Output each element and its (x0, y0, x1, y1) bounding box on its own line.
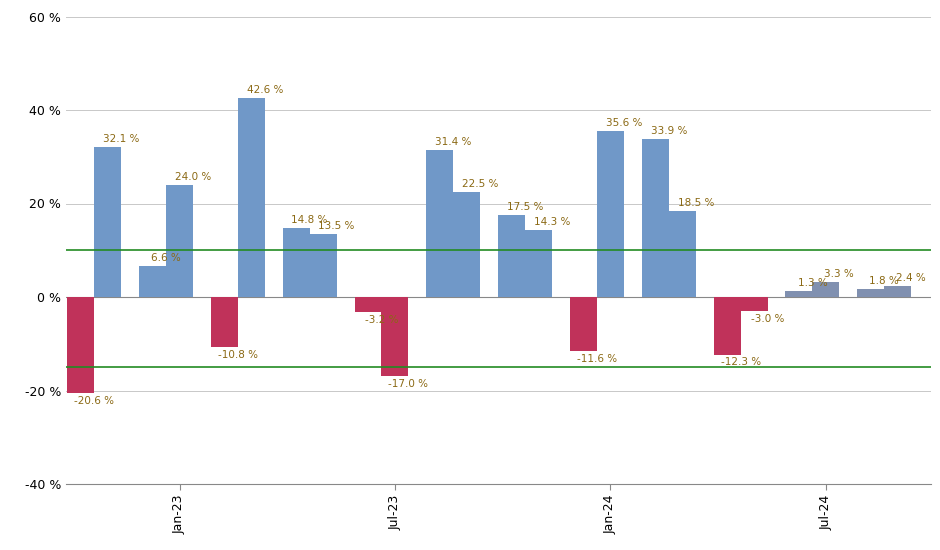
Bar (309, 234, 337, 297)
Text: -11.6 %: -11.6 % (577, 354, 617, 364)
Text: 22.5 %: 22.5 % (462, 179, 498, 189)
Bar (139, 266, 166, 297)
Bar (668, 211, 696, 297)
Text: 1.3 %: 1.3 % (797, 278, 827, 288)
Bar (786, 291, 812, 297)
Text: 18.5 %: 18.5 % (678, 197, 713, 208)
Bar (741, 297, 768, 311)
Bar (354, 297, 382, 312)
Text: -3.2 %: -3.2 % (365, 315, 399, 324)
Text: -10.8 %: -10.8 % (218, 350, 258, 360)
Text: -20.6 %: -20.6 % (74, 396, 115, 406)
Bar (498, 215, 525, 297)
Text: 42.6 %: 42.6 % (246, 85, 283, 95)
Text: 14.3 %: 14.3 % (534, 217, 571, 227)
Text: 2.4 %: 2.4 % (896, 273, 926, 283)
Text: 17.5 %: 17.5 % (507, 202, 543, 212)
Text: 24.0 %: 24.0 % (175, 172, 212, 182)
Bar (812, 282, 839, 297)
Text: -12.3 %: -12.3 % (721, 358, 760, 367)
Bar (885, 286, 911, 297)
Text: 3.3 %: 3.3 % (824, 269, 854, 279)
Text: -17.0 %: -17.0 % (388, 379, 429, 389)
Bar (713, 297, 741, 355)
Bar (94, 147, 121, 297)
Bar (283, 228, 309, 297)
Bar (382, 297, 408, 376)
Bar (857, 289, 885, 297)
Text: 35.6 %: 35.6 % (605, 118, 642, 128)
Text: 14.8 %: 14.8 % (291, 215, 328, 225)
Bar (642, 139, 668, 297)
Text: 1.8 %: 1.8 % (870, 276, 899, 286)
Bar (453, 192, 480, 297)
Text: 31.4 %: 31.4 % (435, 138, 472, 147)
Bar (525, 230, 552, 297)
Bar (166, 185, 193, 297)
Text: -3.0 %: -3.0 % (751, 314, 784, 324)
Bar (68, 297, 94, 393)
Text: 13.5 %: 13.5 % (319, 221, 354, 231)
Text: 32.1 %: 32.1 % (103, 134, 139, 144)
Bar (238, 98, 265, 297)
Text: 6.6 %: 6.6 % (151, 254, 180, 263)
Text: 33.9 %: 33.9 % (650, 126, 687, 136)
Bar (597, 130, 624, 297)
Bar (211, 297, 238, 348)
Bar (427, 150, 453, 297)
Bar (570, 297, 597, 351)
